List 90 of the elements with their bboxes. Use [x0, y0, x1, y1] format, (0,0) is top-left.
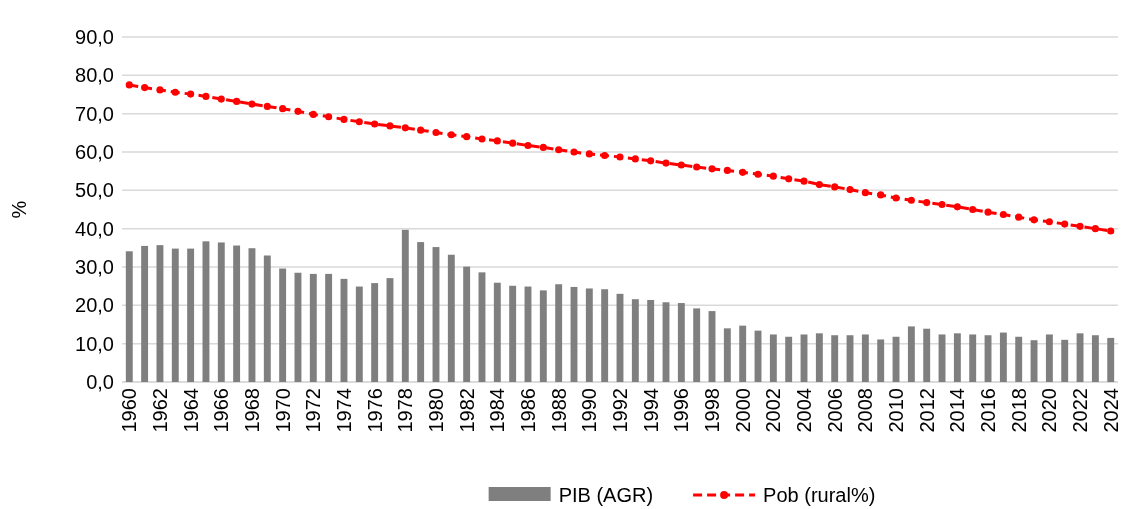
bar: [693, 308, 701, 382]
bar: [769, 334, 777, 382]
x-tick-label: 1976: [363, 388, 386, 433]
bar: [171, 248, 179, 382]
bar: [1061, 339, 1069, 382]
bar: [969, 334, 977, 382]
bar: [555, 284, 563, 382]
x-tick-label: 2004: [793, 388, 816, 433]
x-tick-label: 2014: [946, 388, 969, 433]
x-tick-label: 1964: [179, 388, 202, 433]
bar: [233, 245, 241, 382]
y-tick-label: 60,0: [75, 140, 114, 163]
bar: [999, 332, 1007, 382]
bar: [125, 251, 133, 382]
x-tick-label: 2016: [977, 388, 1000, 433]
x-tick-label: 1986: [516, 388, 539, 433]
bar: [1091, 335, 1099, 382]
x-tick-label: 2020: [1038, 388, 1061, 433]
y-tick-label: 10,0: [75, 332, 114, 355]
x-tick-label: 2022: [1069, 388, 1092, 433]
bar: [279, 268, 287, 382]
bar: [923, 328, 931, 382]
bar: [141, 245, 149, 382]
bar: [585, 288, 593, 382]
x-tick-label: 1994: [639, 388, 662, 433]
bar: [309, 273, 317, 382]
bar: [601, 289, 609, 382]
bar: [1045, 334, 1053, 382]
bar: [739, 325, 747, 382]
x-tick-label: 2012: [915, 388, 938, 433]
bar: [815, 333, 823, 382]
bar: [371, 283, 379, 382]
x-tick-label: 1996: [670, 388, 693, 433]
x-tick-label: 1966: [210, 388, 233, 433]
y-tick-label: 30,0: [75, 255, 114, 278]
x-tick-label: 2002: [762, 388, 785, 433]
x-tick-label: 1984: [486, 388, 509, 433]
x-tick-label: 1990: [578, 388, 601, 433]
bar: [877, 339, 885, 382]
bar: [953, 333, 961, 382]
y-tick-label: 40,0: [75, 217, 114, 240]
x-tick-label: 2000: [731, 388, 754, 433]
bar: [723, 328, 731, 382]
bar: [861, 334, 869, 382]
bar: [355, 286, 363, 382]
x-tick-label: 1988: [547, 388, 570, 433]
x-tick-label: 1968: [240, 388, 263, 433]
bar: [509, 285, 517, 382]
y-tick-label: 70,0: [75, 102, 114, 125]
x-tick-label: 1962: [148, 388, 171, 433]
x-tick-label: 1960: [118, 388, 141, 433]
bar: [785, 336, 793, 382]
x-tick-label: 1974: [332, 388, 355, 433]
bar: [539, 290, 547, 382]
bar: [677, 303, 685, 382]
y-tick-label: 50,0: [75, 179, 114, 202]
x-tick-label: 1998: [701, 388, 724, 433]
bar: [401, 229, 409, 382]
y-axis-title: %: [8, 200, 30, 219]
bar: [325, 273, 333, 382]
bar: [831, 335, 839, 382]
x-tick-label: 1982: [455, 388, 478, 433]
y-tick-label: 20,0: [75, 294, 114, 317]
bar: [463, 266, 471, 382]
x-tick-label: 1992: [609, 388, 631, 433]
x-tick-label: 1980: [424, 388, 447, 433]
bar: [447, 254, 455, 382]
x-tick-label: 2008: [854, 388, 877, 433]
bar: [1015, 336, 1023, 382]
bar: [647, 299, 655, 382]
bar: [907, 326, 915, 382]
legend-label: PIB (AGR): [558, 484, 654, 506]
bar: [217, 242, 225, 382]
bar: [417, 242, 425, 382]
bar: [263, 255, 271, 382]
y-tick-label: 80,0: [75, 64, 114, 87]
x-tick-label: 1970: [271, 388, 294, 433]
x-tick-label: 2010: [885, 388, 908, 433]
x-tick-label: 1978: [394, 388, 417, 433]
x-tick-label: 2024: [1099, 388, 1122, 433]
bar: [493, 282, 501, 382]
legend-label: Pob (rural%): [763, 484, 876, 506]
y-tick-label: 0,0: [86, 370, 114, 393]
y-tick-label: 90,0: [75, 25, 114, 48]
bar: [631, 299, 639, 382]
x-tick-label: 1972: [302, 388, 325, 433]
bar: [187, 248, 195, 382]
bar: [1107, 337, 1115, 382]
x-tick-label: 2006: [823, 388, 846, 433]
x-tick-label: 2018: [1007, 388, 1030, 433]
